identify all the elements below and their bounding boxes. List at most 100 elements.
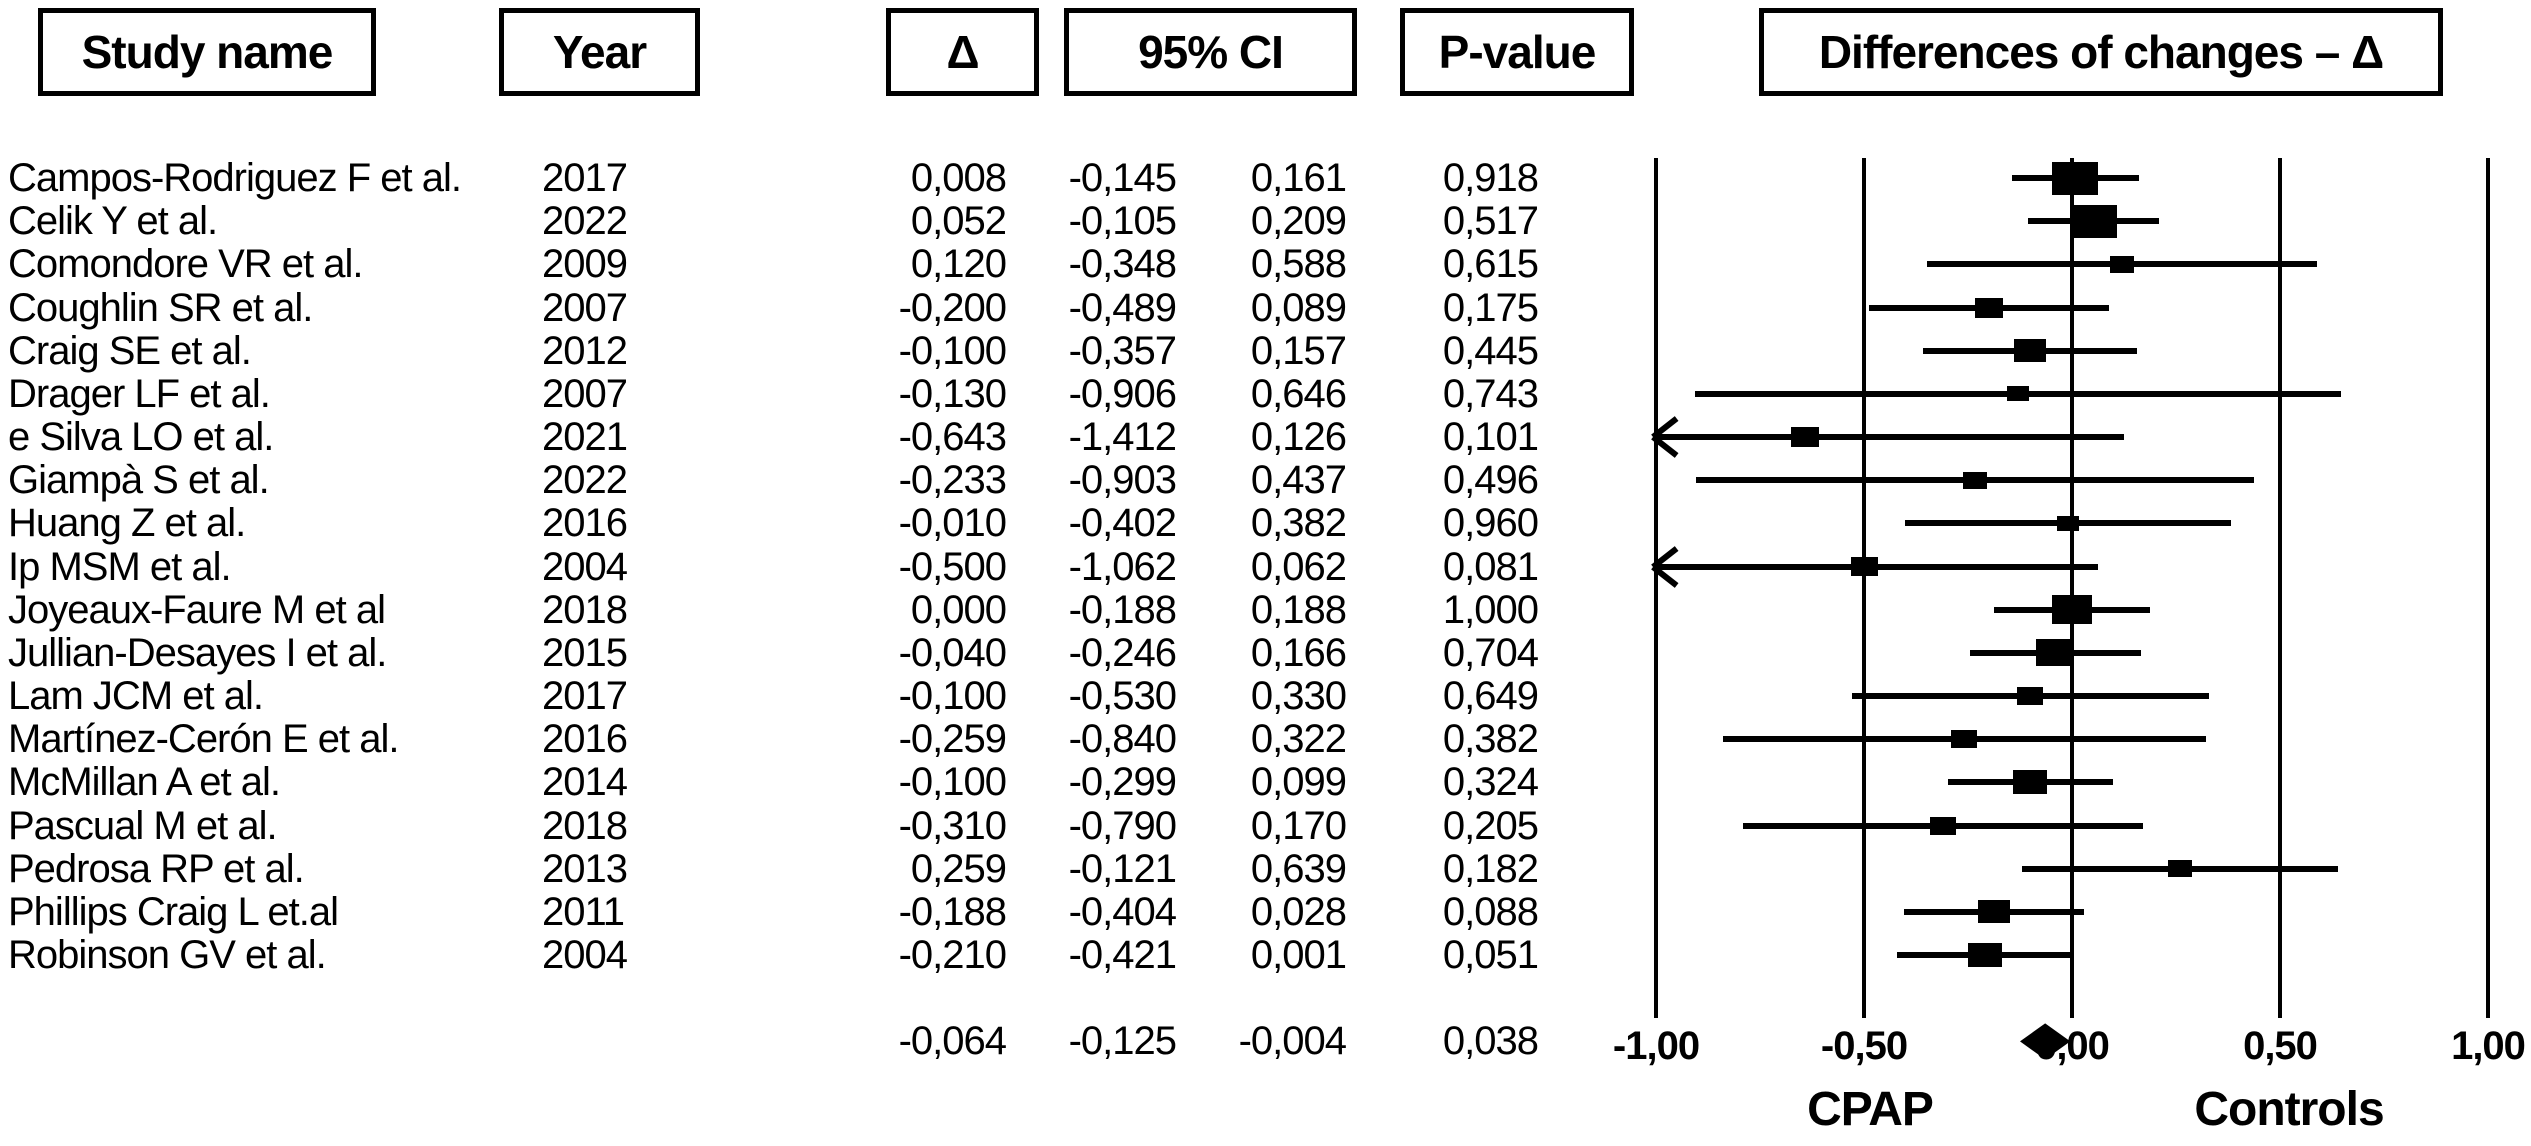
year-cell: 2007 (542, 371, 628, 416)
ci-low-cell: -0,790 (1068, 803, 1177, 848)
column-header-ci-label: 95% CI (1138, 26, 1284, 78)
axis-tick-label: 0,00 (2035, 1024, 2110, 1068)
axis-gridline (1862, 158, 1866, 1018)
year-cell: 2015 (542, 630, 628, 675)
ci-low-cell: -0,840 (1068, 717, 1177, 762)
ci-low-cell: -0,145 (1068, 156, 1177, 200)
effect-size-marker (2052, 161, 2099, 195)
study-name-cell: Pascual M et al. (8, 803, 278, 848)
column-header-study-name-label: Study name (81, 26, 334, 78)
delta-cell: -0,500 (898, 544, 1007, 589)
delta-cell: -0,259 (898, 717, 1007, 762)
p-value-cell: 0,051 (1442, 933, 1539, 978)
group-label-cpap: CPAP (1807, 1083, 1934, 1136)
ci-high-cell: 0,161 (1250, 156, 1347, 200)
year-cell: 2004 (542, 933, 628, 978)
delta-cell: -0,188 (898, 889, 1007, 934)
ci-high-cell: 0,209 (1250, 199, 1347, 244)
ci-high-cell: 0,099 (1250, 760, 1347, 805)
p-value-cell: 0,205 (1442, 803, 1539, 848)
column-header-ci: 95% CI (1064, 8, 1357, 96)
study-name-cell: Joyeaux-Faure M et al (8, 587, 386, 632)
plot-title-label: Differences of changes – Δ (1818, 26, 2384, 78)
p-value-cell: 0,649 (1442, 674, 1539, 719)
summary-ci-low-cell: -0,125 (1068, 1019, 1177, 1064)
ci-low-cell: -0,530 (1068, 674, 1177, 719)
study-name-cell: Campos-Rodriguez F et al. (8, 156, 462, 200)
axis-gridline (2278, 158, 2282, 1018)
study-name-cell: Ip MSM et al. (8, 544, 232, 589)
study-name-cell: Lam JCM et al. (8, 674, 264, 719)
delta-cell: 0,259 (910, 846, 1007, 891)
column-header-study-name: Study name (38, 8, 376, 96)
p-value-cell: 0,496 (1442, 458, 1539, 503)
year-cell: 2013 (542, 846, 628, 891)
p-value-cell: 0,182 (1442, 846, 1539, 891)
ci-low-cell: -0,188 (1068, 587, 1177, 632)
year-cell: 2018 (542, 587, 628, 632)
left-arrow-icon (1651, 416, 1685, 458)
delta-cell: -0,130 (898, 371, 1007, 416)
ci-low-cell: -0,348 (1068, 242, 1177, 287)
effect-size-marker (1974, 297, 2003, 318)
study-name-cell: Jullian-Desayes I et al. (8, 630, 387, 675)
ci-high-cell: 0,188 (1250, 587, 1347, 632)
effect-size-marker (1967, 943, 2002, 968)
ci-high-cell: 0,166 (1250, 630, 1347, 675)
axis-gridline (1654, 158, 1658, 1018)
year-cell: 2011 (542, 889, 625, 934)
ci-high-cell: 0,646 (1250, 371, 1347, 416)
effect-size-marker (1850, 557, 1878, 577)
study-name-cell: Craig SE et al. (8, 328, 252, 373)
axis-tick-label: 1,00 (2451, 1024, 2526, 1068)
ci-low-cell: -0,402 (1068, 501, 1177, 546)
p-value-cell: 0,175 (1442, 285, 1539, 330)
delta-cell: -0,200 (898, 285, 1007, 330)
summary-p-value-cell: 0,038 (1442, 1019, 1539, 1064)
year-cell: 2014 (542, 760, 628, 805)
year-cell: 2022 (542, 199, 628, 244)
ci-low-cell: -0,421 (1068, 933, 1177, 978)
effect-size-marker (2017, 687, 2044, 706)
p-value-cell: 0,081 (1442, 544, 1539, 589)
effect-size-marker (2036, 639, 2075, 667)
effect-size-marker (2006, 386, 2029, 402)
summary-delta-cell: -0,064 (898, 1019, 1007, 1064)
study-name-cell: e Silva LO et al. (8, 415, 274, 460)
p-value-cell: 0,704 (1442, 630, 1539, 675)
ci-low-cell: -0,121 (1068, 846, 1177, 891)
delta-cell: -0,100 (898, 674, 1007, 719)
ci-low-cell: -1,412 (1068, 415, 1177, 460)
ci-low-cell: -0,404 (1068, 889, 1177, 934)
p-value-cell: 0,445 (1442, 328, 1539, 373)
p-value-cell: 0,382 (1442, 717, 1539, 762)
year-cell: 2017 (542, 674, 628, 719)
study-name-cell: Phillips Craig L et.al (8, 889, 339, 934)
p-value-cell: 1,000 (1442, 587, 1539, 632)
ci-low-cell: -0,357 (1068, 328, 1177, 373)
column-header-delta: Δ (886, 8, 1039, 96)
year-cell: 2009 (542, 242, 628, 287)
column-header-year-label: Year (552, 26, 647, 78)
p-value-cell: 0,517 (1442, 199, 1539, 244)
study-name-cell: Coughlin SR et al. (8, 285, 313, 330)
delta-cell: -0,643 (898, 415, 1007, 460)
p-value-cell: 0,324 (1442, 760, 1539, 805)
ci-high-cell: 0,382 (1250, 501, 1347, 546)
plot-title-box: Differences of changes – Δ (1759, 8, 2443, 96)
ci-low-cell: -0,903 (1068, 458, 1177, 503)
ci-high-cell: 0,062 (1250, 544, 1347, 589)
column-header-pvalue-label: P-value (1438, 26, 1597, 78)
p-value-cell: 0,960 (1442, 501, 1539, 546)
effect-size-marker (2167, 860, 2192, 878)
ci-high-cell: 0,170 (1250, 803, 1347, 848)
effect-size-marker (2052, 595, 2092, 625)
ci-low-cell: -0,246 (1068, 630, 1177, 675)
year-cell: 2012 (542, 328, 628, 373)
delta-cell: -0,100 (898, 760, 1007, 805)
study-name-cell: Giampà S et al. (8, 458, 270, 503)
ci-low-cell: -1,062 (1068, 544, 1177, 589)
ci-low-cell: -0,299 (1068, 760, 1177, 805)
axis-gridline (2070, 158, 2074, 1018)
